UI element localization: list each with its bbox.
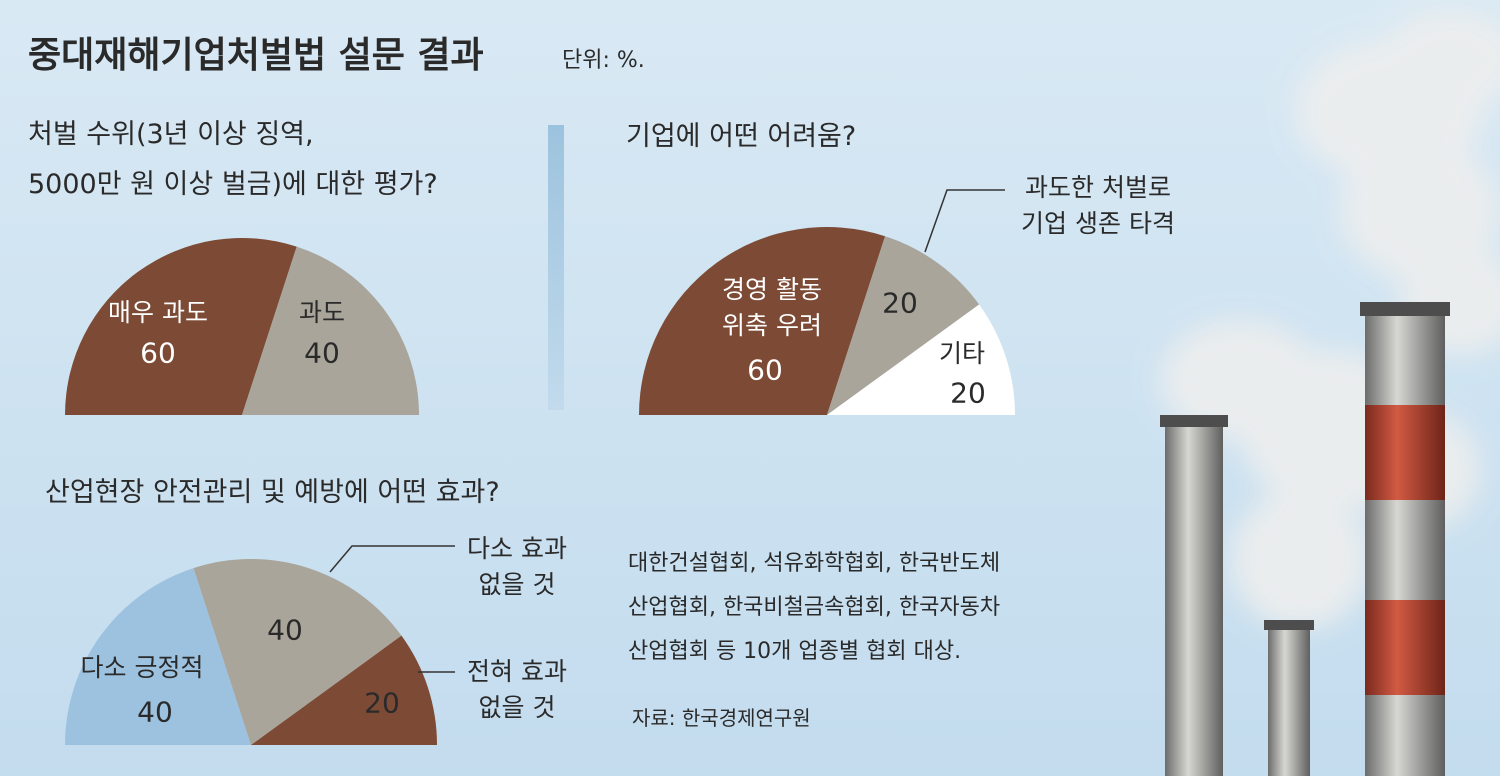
note: 대한건설협회, 석유화학협회, 한국반도체 산업협회, 한국비철금속협회, 한국… [628,551,1001,664]
pie-slice [65,238,297,415]
leader-line [924,189,1005,253]
chart-title: 산업현장 안전관리 및 예방에 어떤 효과? [45,477,500,508]
slice-label: 다소 긍정적 [80,653,204,682]
leader-line [329,545,455,573]
value-label: 20 [950,376,986,410]
slice-label: 다소 효과 없을 것 [467,534,567,599]
value-label: 40 [137,695,173,729]
slice-label: 전혀 효과 없을 것 [467,657,567,722]
unit: 단위: %. [562,48,645,73]
slice-label: 과도 [298,298,346,327]
slice-label: 과도한 처벌로 기업 생존 타격 [1021,173,1175,238]
value-label: 60 [140,336,176,370]
chart-title: 처벌 수위(3년 이상 징역, 5000만 원 이상 벌금)에 대한 평가? [28,119,438,200]
value-label: 40 [267,613,303,647]
slice-label: 경영 활동 위축 우려 [722,275,822,340]
source: 자료: 한국경제연구원 [632,706,811,730]
title: 중대재해기업처벌법 설문 결과 [28,35,484,76]
value-label: 20 [882,286,918,320]
value-label: 40 [304,336,340,370]
pie-slice [193,558,402,745]
value-label: 60 [747,353,783,387]
pie-slice [65,568,251,745]
pie-slice [827,236,980,415]
pie-slice [251,635,437,745]
pie-slice [827,304,1015,415]
pie-slice [242,246,419,415]
pie-slice [639,226,886,415]
chart-title: 기업에 어떤 어려움? [626,121,857,152]
slice-label: 매우 과도 [108,298,208,327]
slice-label: 기타 [938,339,986,368]
value-label: 20 [364,686,400,720]
